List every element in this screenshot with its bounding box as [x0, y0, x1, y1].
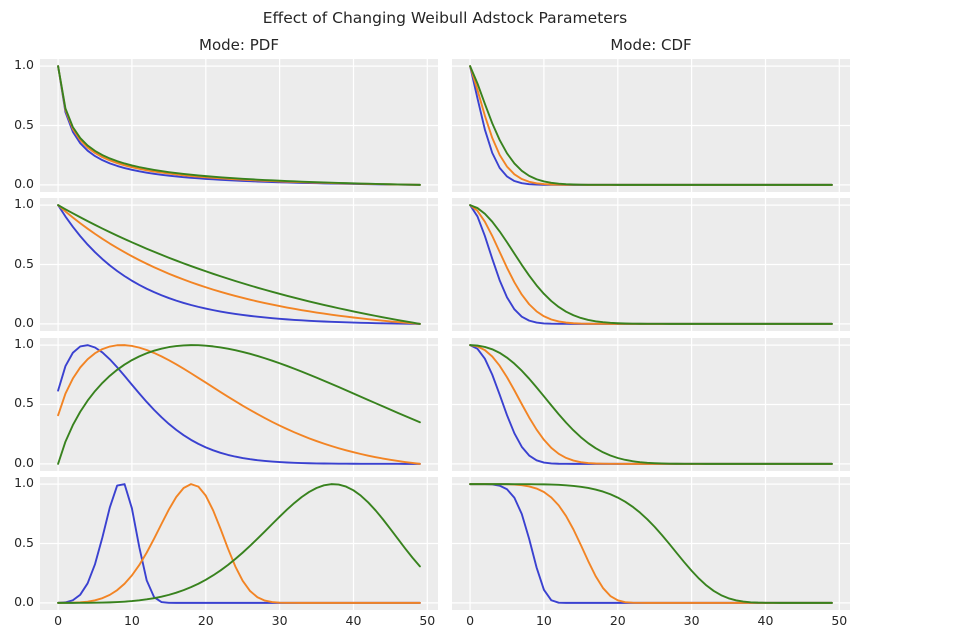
figure-title: Effect of Changing Weibull Adstock Param…	[262, 9, 628, 27]
subplot-title-pdf: Mode: PDF	[199, 36, 279, 54]
y-tick-label: 0.5	[14, 534, 34, 550]
subplot-shape-1.5-cdf	[452, 337, 850, 471]
subplot-shape-1-pdf	[40, 198, 438, 332]
x-tick-label: 50	[831, 613, 848, 628]
y-tick-label: 1.0	[14, 57, 34, 73]
y-tick-label: 0.0	[14, 454, 34, 470]
y-tick-label: 1.0	[14, 196, 34, 212]
x-tick-label: 40	[345, 613, 362, 628]
line-scale-40-pdf	[57, 204, 421, 326]
y-tick-label: 0.5	[14, 395, 34, 411]
line-scale-40-pdf	[57, 343, 421, 465]
y-tick-label: 0.5	[14, 255, 34, 271]
x-tick-label: 20	[609, 613, 626, 628]
x-tick-label: 20	[197, 613, 214, 628]
line-scale-20-pdf	[57, 343, 421, 465]
x-tick-label: 10	[535, 613, 552, 628]
y-tick-label: 0.0	[14, 593, 34, 609]
line-scale-40-pdf	[57, 65, 421, 186]
y-tick-label: 0.0	[14, 315, 34, 331]
line-scale-40-cdf	[469, 483, 833, 604]
subplot-shape-1.5-pdf	[40, 337, 438, 471]
subplot-shape-5-pdf	[40, 477, 438, 610]
subplot-shape-1-cdf	[452, 198, 850, 332]
x-tick-label: 50	[419, 613, 436, 628]
subplot-title-cdf: Mode: CDF	[610, 36, 692, 54]
x-tick-label: 10	[123, 613, 140, 628]
subplot-shape-0.5-cdf	[452, 59, 850, 192]
subplot-shape-0.5-pdf	[40, 59, 438, 192]
line-scale-10-pdf	[57, 204, 421, 326]
line-scale-20-pdf	[57, 483, 421, 604]
line-scale-40-cdf	[469, 204, 833, 326]
x-tick-label: 0	[54, 613, 63, 628]
x-tick-label: 30	[271, 613, 288, 628]
x-tick-label: 30	[683, 613, 700, 628]
line-scale-40-cdf	[469, 343, 833, 465]
y-tick-label: 0.0	[14, 175, 34, 191]
y-tick-label: 1.0	[14, 475, 34, 491]
y-tick-label: 1.0	[14, 335, 34, 351]
line-scale-20-pdf	[57, 204, 421, 326]
x-tick-label: 40	[757, 613, 774, 628]
line-scale-40-pdf	[57, 483, 421, 604]
x-tick-label: 0	[466, 613, 475, 628]
line-scale-40-cdf	[469, 65, 833, 186]
subplot-shape-5-cdf	[452, 477, 850, 610]
y-tick-label: 0.5	[14, 116, 34, 132]
